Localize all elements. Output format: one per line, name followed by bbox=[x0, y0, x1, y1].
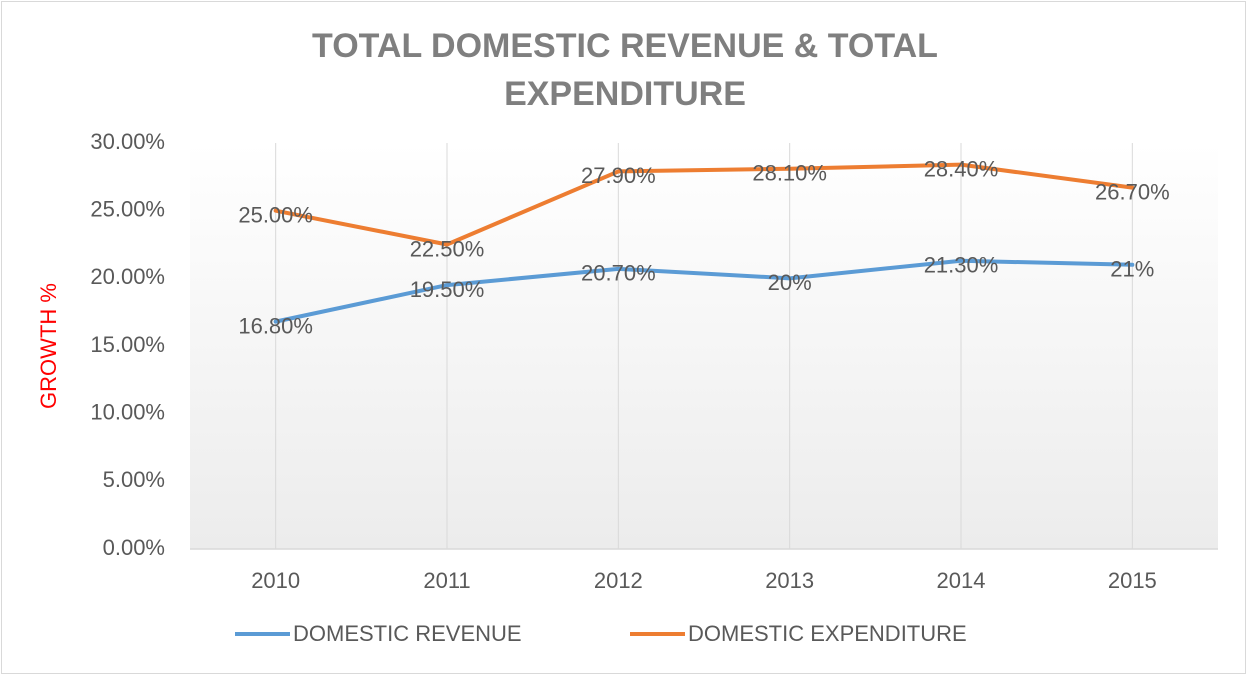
data-label: 20% bbox=[768, 270, 812, 295]
chart-title: TOTAL DOMESTIC REVENUE & TOTAL EXPENDITU… bbox=[312, 27, 938, 113]
y-tick-label: 15.00% bbox=[90, 332, 165, 357]
series-line bbox=[273, 258, 1135, 324]
y-tick-label: 25.00% bbox=[90, 196, 165, 221]
x-tick-label: 2012 bbox=[594, 568, 643, 593]
data-label: 28.10% bbox=[752, 161, 827, 186]
y-tick-label: 20.00% bbox=[90, 264, 165, 289]
data-label: 21.30% bbox=[924, 253, 999, 278]
legend-label: DOMESTIC REVENUE bbox=[293, 621, 522, 646]
x-tick-label: 2013 bbox=[765, 568, 814, 593]
data-label: 28.40% bbox=[924, 156, 999, 181]
data-label: 27.90% bbox=[581, 163, 656, 188]
data-label: 19.50% bbox=[410, 277, 485, 302]
data-label: 26.70% bbox=[1095, 179, 1170, 204]
data-label: 25.00% bbox=[238, 202, 313, 227]
data-label: 22.50% bbox=[410, 236, 485, 261]
x-tick-label: 2010 bbox=[251, 568, 300, 593]
y-tick-label: 5.00% bbox=[103, 467, 165, 492]
data-label: 20.70% bbox=[581, 261, 656, 286]
x-tick-label: 2014 bbox=[937, 568, 986, 593]
legend-label: DOMESTIC EXPENDITURE bbox=[688, 621, 967, 646]
plot-area bbox=[190, 143, 1218, 549]
series-line bbox=[273, 162, 1135, 247]
data-label: 16.80% bbox=[238, 313, 313, 338]
x-tick-label: 2015 bbox=[1108, 568, 1157, 593]
x-tick-label: 2011 bbox=[423, 568, 470, 593]
y-tick-label: 30.00% bbox=[90, 129, 165, 154]
y-tick-label: 0.00% bbox=[103, 535, 165, 560]
data-label: 21% bbox=[1110, 257, 1154, 282]
y-tick-label: 10.00% bbox=[90, 399, 165, 424]
y-axis-label: GROWTH % bbox=[36, 283, 61, 409]
